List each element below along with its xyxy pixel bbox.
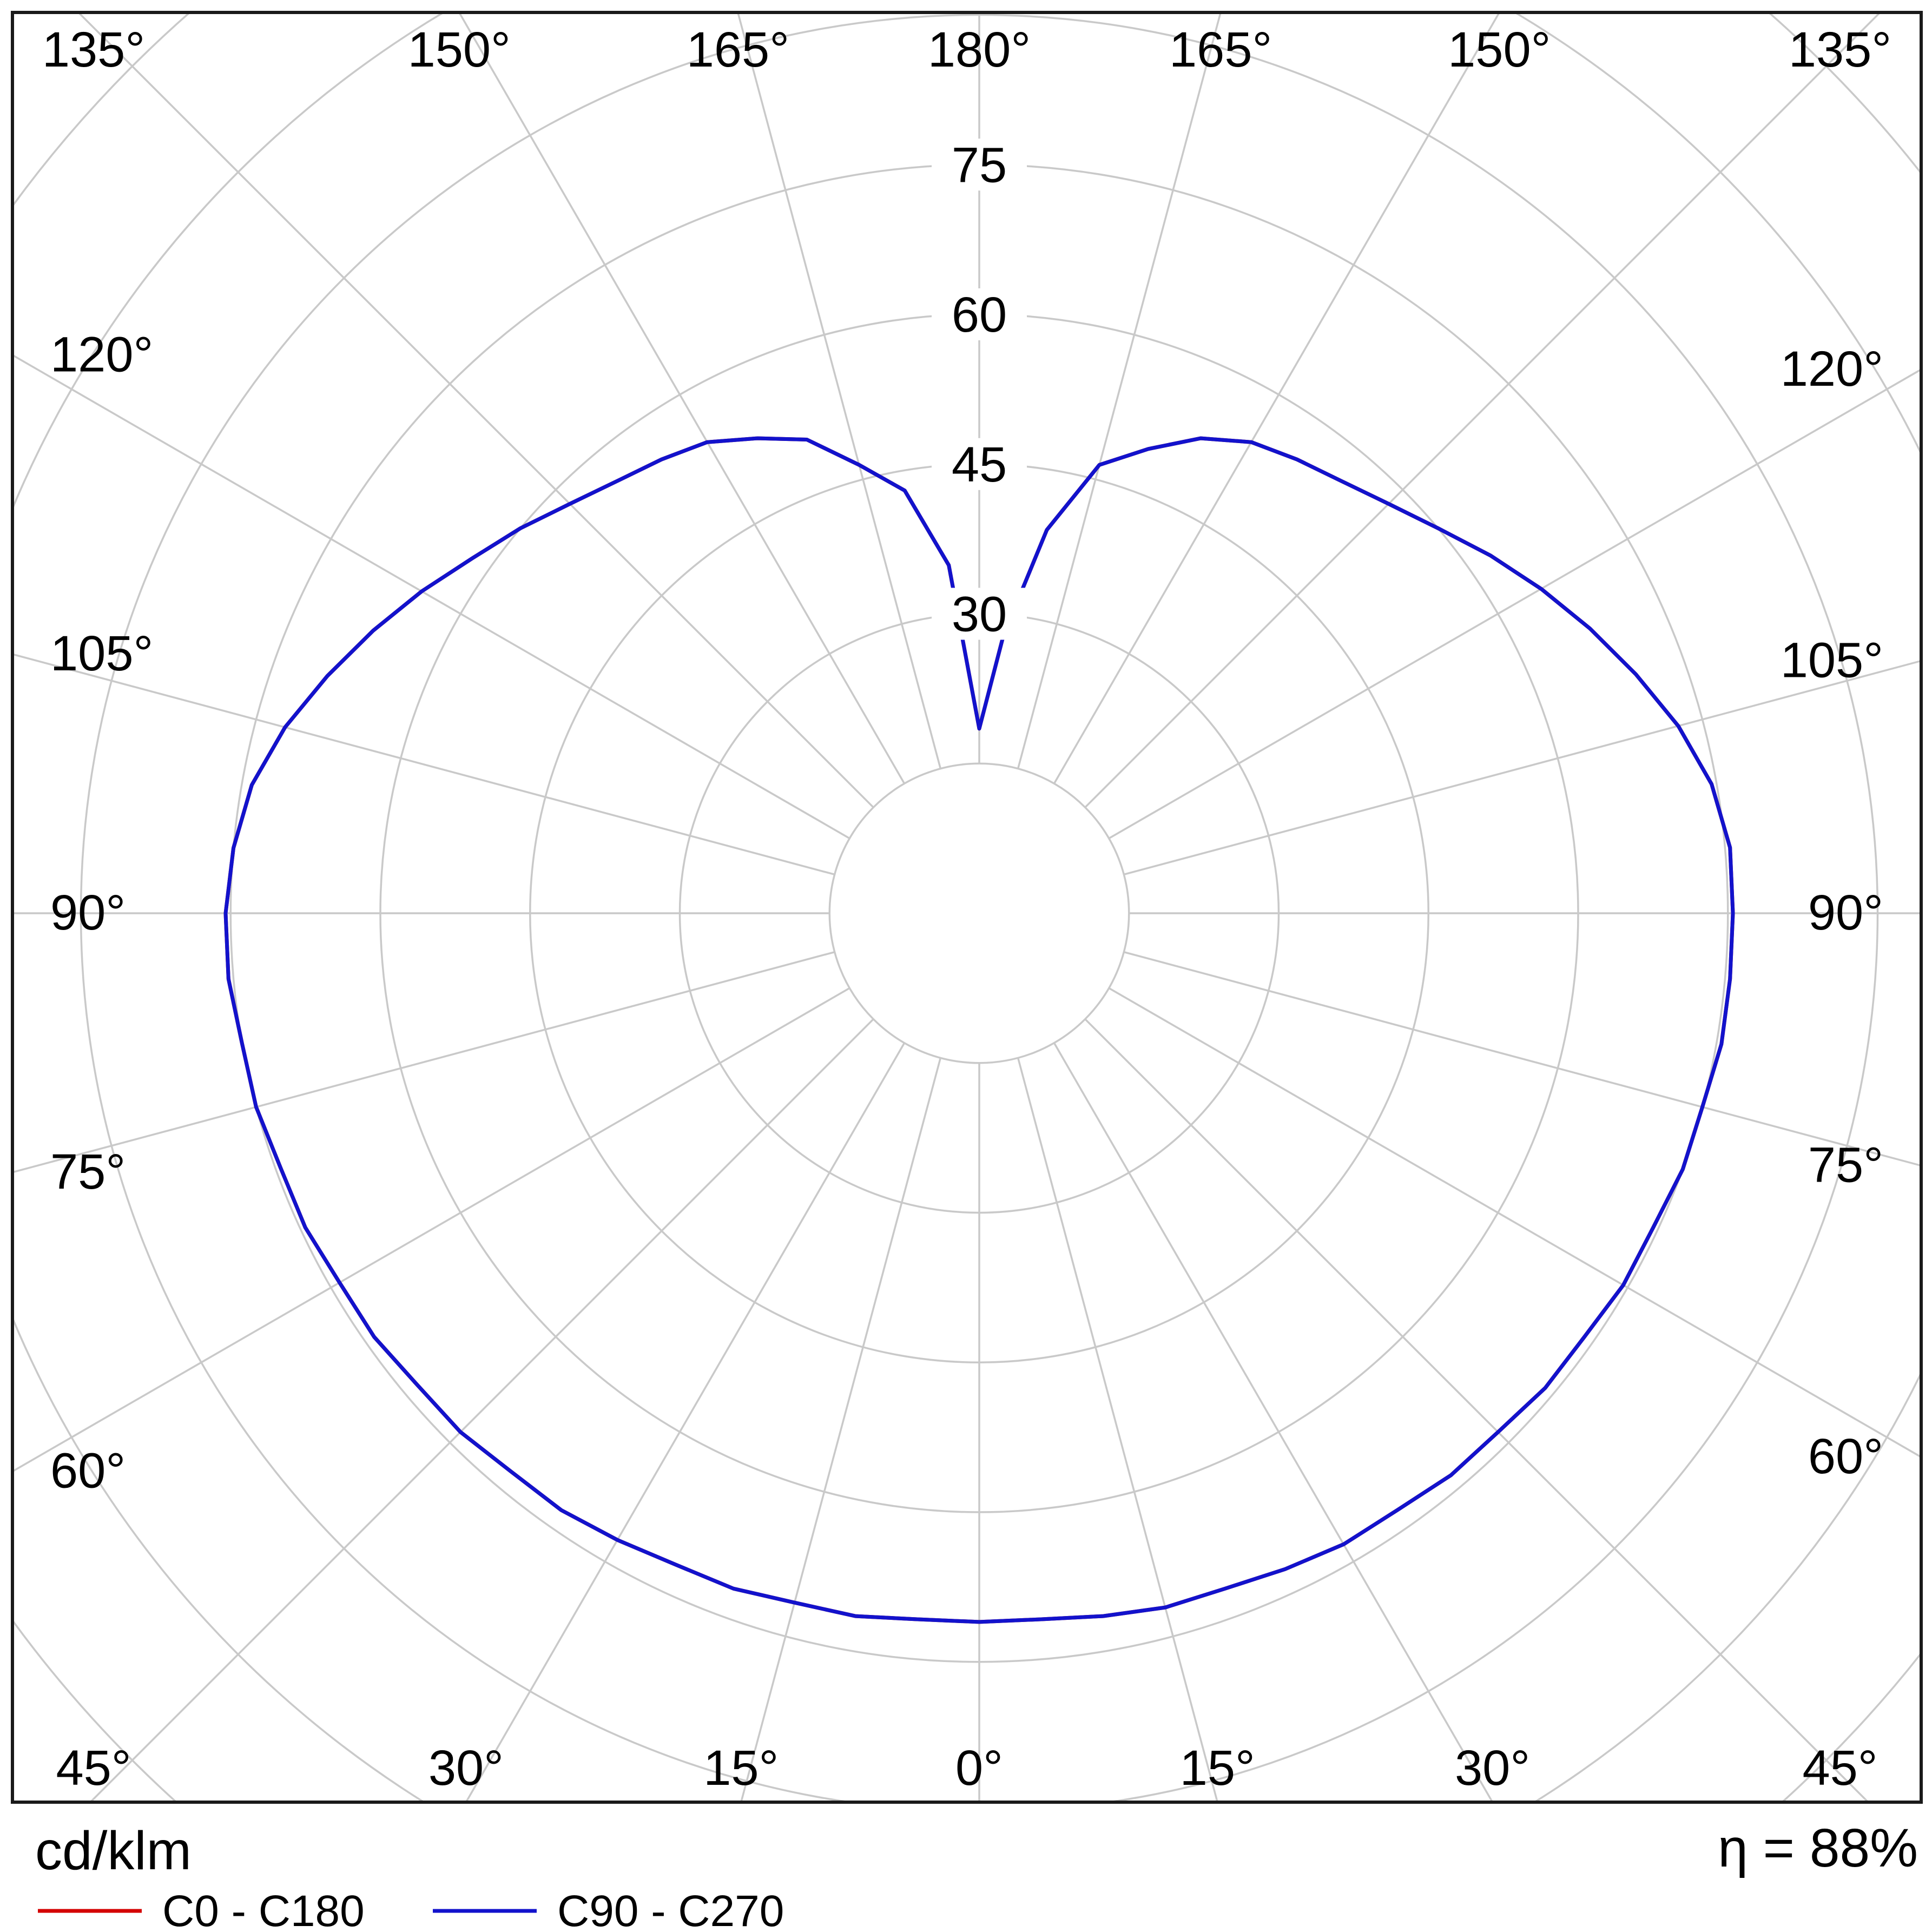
- grid-ray: [1053, 12, 1501, 784]
- radial-scale-labels: 30 45 60 75: [932, 137, 1027, 642]
- legend-label-c0-c180: C0 - C180: [162, 1887, 365, 1932]
- grid-ray: [1084, 1018, 1870, 1802]
- grid-ray: [1108, 987, 1921, 1459]
- angle-tick-label: 0°: [955, 1740, 1003, 1796]
- radial-tick-label: 75: [952, 137, 1007, 193]
- grid-ray: [1017, 12, 1222, 769]
- plot-border: [11, 11, 1923, 1804]
- radial-tick-label: 30: [952, 587, 1007, 642]
- angle-tick-label: 105°: [50, 626, 153, 681]
- angle-tick-label: 150°: [1448, 22, 1551, 77]
- grid-ray: [1017, 1057, 1219, 1802]
- radial-tick-label-bg: [932, 139, 1027, 191]
- angle-tick-label: 30°: [428, 1740, 504, 1796]
- unit-label: cd/klm: [35, 1821, 192, 1881]
- angle-tick-label: 75°: [50, 1144, 126, 1199]
- grid-ray: [1053, 1042, 1494, 1802]
- grid-ray: [12, 987, 850, 1473]
- radial-tick-label: 60: [952, 287, 1007, 342]
- angle-tick-label: 105°: [1781, 633, 1883, 688]
- grid-ray: [740, 1057, 942, 1802]
- efficiency-label: η = 88%: [1718, 1818, 1918, 1878]
- angle-tick-label: 60°: [1808, 1429, 1883, 1484]
- angle-tick-label: 165°: [687, 22, 789, 77]
- grid-ray: [12, 653, 835, 876]
- grid-ray: [89, 1018, 874, 1802]
- angle-tick-label: 165°: [1169, 22, 1272, 77]
- radial-tick-label-bg: [932, 288, 1027, 340]
- grid-ray: [77, 12, 874, 808]
- angle-tick-label: 90°: [1808, 885, 1883, 940]
- grid-ray: [1123, 660, 1921, 876]
- legend: C0 - C180 C90 - C270: [38, 1887, 784, 1932]
- grid-ray: [1108, 368, 1921, 840]
- legend-label-c90-c270: C90 - C270: [557, 1887, 784, 1932]
- angle-tick-label: 135°: [1789, 22, 1891, 77]
- grid-ray: [12, 354, 850, 840]
- angle-tick-label: 180°: [928, 22, 1031, 77]
- radial-tick-label: 45: [952, 437, 1007, 492]
- intensity-curves: [223, 436, 1735, 1624]
- angle-tick-label: 75°: [1808, 1137, 1883, 1192]
- angle-tick-label: 45°: [1802, 1740, 1877, 1796]
- angle-tick-label: 45°: [56, 1740, 131, 1796]
- angle-tick-label: 30°: [1455, 1740, 1530, 1796]
- radial-tick-label-bg: [932, 588, 1027, 640]
- angle-tick-label: 120°: [1781, 341, 1883, 397]
- grid-ray: [1123, 951, 1921, 1167]
- angle-tick-label: 150°: [408, 22, 511, 77]
- curve-c90-c270: [223, 436, 1735, 1624]
- angle-tick-label: 15°: [703, 1740, 779, 1796]
- angle-tick-label: 90°: [50, 885, 126, 940]
- angle-scale-labels: 0° 15° 15° 30° 30° 45° 45° 60° 60° 75° 75° 90° 90° 10…: [42, 22, 1891, 1796]
- grid-ray: [737, 12, 942, 769]
- grid-ray: [458, 12, 906, 784]
- radial-tick-label-bg: [932, 438, 1027, 490]
- angle-tick-label: 135°: [42, 22, 145, 77]
- grid-ray: [465, 1042, 906, 1802]
- angle-tick-label: 60°: [50, 1443, 126, 1499]
- angle-tick-label: 120°: [50, 327, 153, 382]
- grid-ray: [1084, 12, 1882, 808]
- grid-ray: [12, 951, 835, 1173]
- angle-tick-label: 15°: [1180, 1740, 1255, 1796]
